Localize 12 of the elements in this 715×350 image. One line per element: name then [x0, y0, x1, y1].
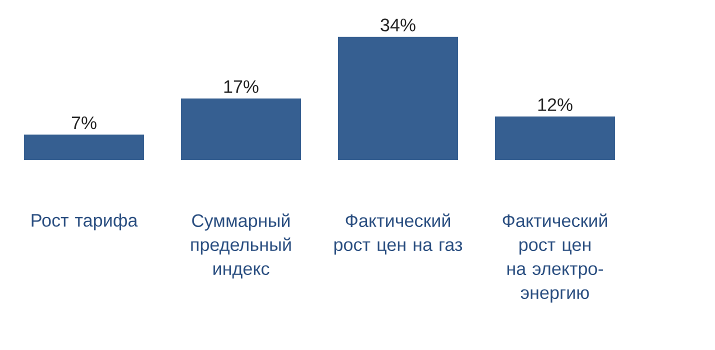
data-label: 17% — [224, 80, 258, 93]
x-tick-label: Фактический рост цен на электро-энергию — [502, 214, 607, 303]
data-label: 12% — [538, 98, 572, 112]
data-label: 34% — [380, 18, 416, 32]
x-tick-label: Суммарный предельный индекс — [191, 214, 291, 278]
bar — [24, 134, 144, 160]
bar — [181, 98, 302, 160]
bar — [338, 36, 458, 160]
x-tick-label: Рост тарифа — [32, 214, 138, 230]
data-label: 7% — [72, 116, 96, 130]
bar — [494, 116, 615, 160]
x-tick-label: Фактический рост цен на газ — [334, 214, 462, 255]
